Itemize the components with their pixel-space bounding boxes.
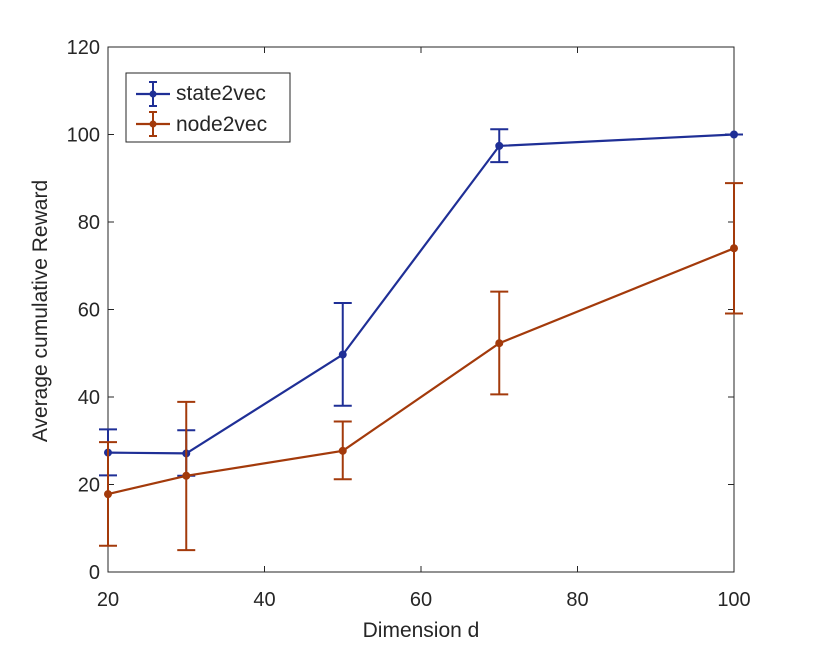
x-tick-label: 20 — [97, 589, 119, 611]
legend-marker — [149, 120, 157, 128]
series-layer — [99, 128, 743, 552]
data-point — [338, 350, 347, 359]
x-tick-label: 80 — [566, 589, 588, 611]
data-point — [730, 130, 738, 139]
x-axis: 20 40 60 80 100 — [97, 47, 751, 611]
data-point — [182, 471, 191, 480]
x-axis-title: Dimension d — [363, 619, 480, 642]
y-tick-label: 20 — [78, 475, 100, 497]
y-tick-label: 60 — [78, 300, 100, 322]
y-tick-label: 40 — [78, 387, 100, 409]
legend-label-node2vec: node2vec — [176, 113, 267, 136]
legend-label-state2vec: state2vec — [176, 82, 266, 105]
y-tick-label: 120 — [67, 37, 100, 59]
x-tick-label: 40 — [253, 589, 275, 611]
legend-marker — [149, 90, 157, 98]
x-tick-label: 60 — [410, 589, 432, 611]
legend-entry-state2vec — [136, 81, 170, 107]
series-node2vec — [99, 182, 743, 552]
data-point — [730, 244, 738, 253]
data-point — [495, 339, 504, 348]
y-tick-label: 0 — [89, 562, 100, 584]
legend: state2vec node2vec — [125, 72, 291, 143]
y-tick-label: 80 — [78, 212, 100, 234]
y-axis-title: Average cumulative Reward — [29, 180, 52, 442]
data-point — [495, 141, 504, 150]
x-tick-label: 100 — [717, 589, 750, 611]
y-tick-label: 100 — [67, 125, 100, 147]
data-point — [104, 490, 112, 499]
data-point — [338, 446, 347, 455]
series-state2vec — [99, 128, 743, 477]
legend-entry-node2vec — [136, 111, 170, 137]
